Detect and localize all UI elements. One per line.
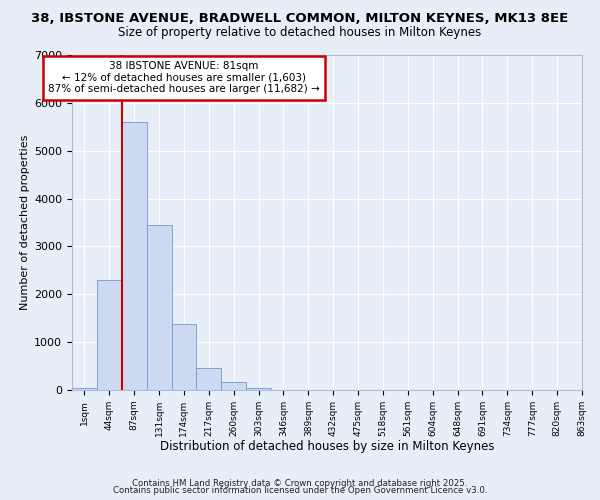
Text: 38 IBSTONE AVENUE: 81sqm
← 12% of detached houses are smaller (1,603)
87% of sem: 38 IBSTONE AVENUE: 81sqm ← 12% of detach… <box>48 61 320 94</box>
Bar <box>246 388 271 390</box>
Text: Contains HM Land Registry data © Crown copyright and database right 2025.: Contains HM Land Registry data © Crown c… <box>132 478 468 488</box>
Bar <box>196 368 221 390</box>
Bar <box>122 122 146 390</box>
Bar <box>146 225 172 390</box>
Bar <box>97 280 122 390</box>
Text: Size of property relative to detached houses in Milton Keynes: Size of property relative to detached ho… <box>118 26 482 39</box>
Bar <box>172 324 196 390</box>
Bar <box>72 388 97 390</box>
Text: 38, IBSTONE AVENUE, BRADWELL COMMON, MILTON KEYNES, MK13 8EE: 38, IBSTONE AVENUE, BRADWELL COMMON, MIL… <box>31 12 569 26</box>
Text: Contains public sector information licensed under the Open Government Licence v3: Contains public sector information licen… <box>113 486 487 495</box>
Bar <box>221 382 246 390</box>
Y-axis label: Number of detached properties: Number of detached properties <box>20 135 30 310</box>
X-axis label: Distribution of detached houses by size in Milton Keynes: Distribution of detached houses by size … <box>160 440 494 454</box>
